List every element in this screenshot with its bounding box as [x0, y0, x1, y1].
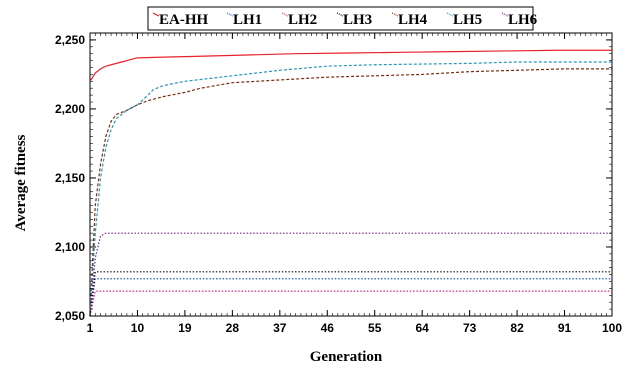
- x-tick-label: 100: [602, 321, 622, 335]
- legend-label-lh5: LH5: [453, 12, 482, 28]
- x-tick-label: 73: [463, 321, 477, 335]
- legend-swatch-ea-hh: [152, 12, 160, 17]
- x-tick-label: 28: [226, 321, 240, 335]
- axes: 1 10 19 28 37 46 55 64 73 82 91 100 2,050 2,100 2,150 2…: [55, 32, 622, 335]
- y-tick-label: 2,050: [55, 309, 85, 323]
- x-tick-label: 64: [416, 321, 430, 335]
- legend-label-lh4: LH4: [398, 12, 428, 28]
- x-tick-label: 82: [510, 321, 524, 335]
- x-tick-label: 55: [368, 321, 382, 335]
- legend-label-lh6: LH6: [508, 12, 538, 28]
- y-tick-label: 2,250: [55, 33, 85, 47]
- y-tick-label: 2,150: [55, 171, 85, 185]
- plot-frame: [89, 32, 613, 317]
- series-line-lh1: [89, 278, 612, 317]
- series-line-lh2: [89, 290, 612, 317]
- legend-box: [147, 6, 534, 31]
- x-tick-label: 91: [558, 321, 572, 335]
- legend-label-ea-hh: EA-HH: [159, 12, 209, 28]
- plot-area: [89, 32, 613, 317]
- x-axis-title: Generation: [310, 349, 383, 365]
- x-tick-label: 1: [87, 321, 94, 335]
- series-line-lh4: [89, 68, 612, 317]
- y-tick-label: 2,100: [55, 240, 85, 254]
- y-axis-title: Average fitness: [13, 134, 29, 231]
- x-tick-label: 37: [273, 321, 287, 335]
- legend-label-lh3: LH3: [343, 12, 372, 28]
- series-line-ea-hh: [89, 49, 612, 82]
- x-tick-label: 19: [178, 321, 192, 335]
- legend: EA-HH LH1 LH2 LH3 LH4 LH5 LH6: [147, 6, 538, 31]
- x-tick-label: 10: [131, 321, 145, 335]
- x-tick-label: 46: [321, 321, 335, 335]
- y-tick-label: 2,200: [55, 102, 85, 116]
- series-layer: [89, 49, 612, 317]
- legend-label-lh2: LH2: [288, 12, 317, 28]
- legend-label-lh1: LH1: [233, 12, 262, 28]
- series-line-lh5: [89, 61, 612, 317]
